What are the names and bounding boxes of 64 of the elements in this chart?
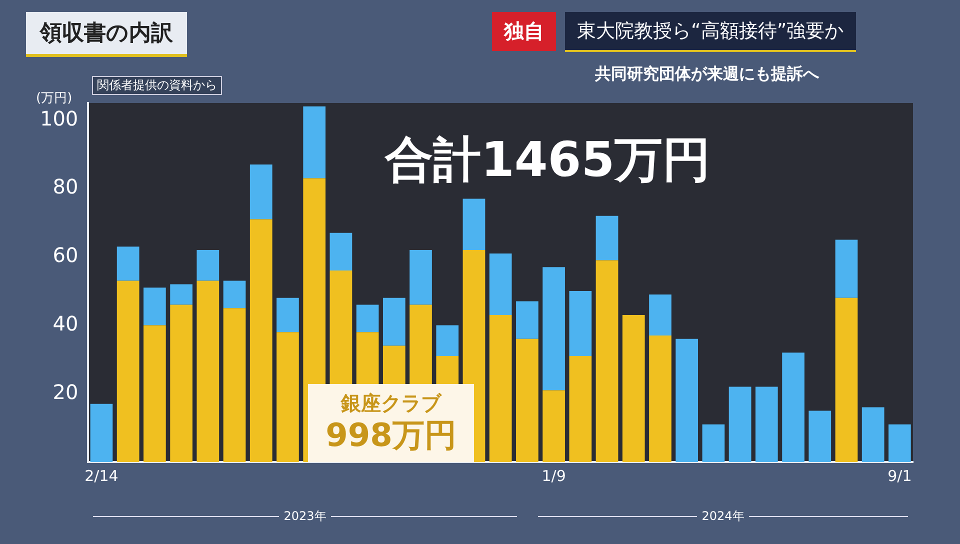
bar (782, 352, 804, 462)
bar (462, 198, 486, 250)
bar (596, 216, 618, 260)
bar (569, 356, 592, 462)
bar (356, 304, 379, 332)
bar (303, 106, 326, 178)
bar (569, 291, 592, 356)
bar (382, 298, 406, 346)
text: 2023年 (88, 508, 522, 525)
bar (542, 267, 565, 390)
bar (516, 301, 538, 339)
bar (196, 280, 220, 462)
y-tick-label: 80 (52, 174, 78, 199)
x-tick-label: 2/14 (84, 466, 118, 485)
series-label: 銀座クラブ (340, 390, 443, 417)
bar (489, 314, 512, 462)
bar (116, 246, 140, 281)
chart-title: 領収書の内訳 (26, 12, 187, 57)
bar (410, 250, 432, 305)
bar (436, 325, 459, 356)
bar (516, 338, 538, 462)
chart-subtitle: 関係者提供の資料から (92, 76, 222, 95)
bar (702, 424, 725, 462)
bar (888, 424, 911, 462)
bar (90, 404, 113, 462)
bar (250, 164, 272, 220)
y-tick-label: 40 (52, 311, 78, 336)
y-tick-label: 100 (40, 106, 78, 130)
bar (649, 294, 672, 336)
bar (489, 253, 512, 315)
bar (649, 335, 672, 462)
bar (728, 386, 752, 462)
bar (223, 280, 246, 308)
x-tick-label: 9/1 (888, 466, 912, 485)
bar (755, 386, 778, 462)
text: 共同研究団体が来週にも提訴へ (595, 64, 819, 85)
y-tick-label: 60 (52, 243, 78, 268)
bar (622, 314, 645, 462)
bar (250, 219, 272, 462)
bar (144, 288, 166, 326)
bar (676, 338, 698, 462)
bar (223, 308, 246, 462)
text: 独自 (492, 12, 556, 51)
annotation: 998万円 (324, 416, 458, 454)
bar (144, 325, 166, 462)
bar (276, 332, 299, 462)
annotation: 合計1465万円 (385, 131, 711, 190)
bar (330, 232, 352, 271)
text: 東大院教授ら“高額接待”強要か (565, 12, 856, 52)
bar (596, 260, 618, 462)
bar (276, 298, 299, 332)
bar (862, 407, 884, 462)
bar (542, 390, 565, 462)
bar (196, 250, 220, 281)
bar (116, 280, 140, 462)
bar (170, 304, 192, 462)
y-axis-title: (万円) (36, 90, 72, 107)
bar (835, 240, 858, 298)
bar (808, 410, 832, 462)
bar (835, 298, 858, 462)
y-tick-label: 20 (52, 380, 78, 404)
x-tick-label: 1/9 (542, 466, 566, 485)
text: 2024年 (533, 508, 913, 525)
bar (170, 284, 192, 305)
